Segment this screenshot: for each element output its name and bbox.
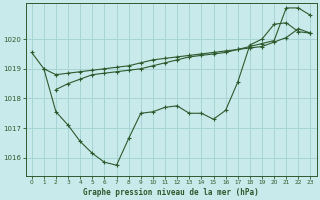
X-axis label: Graphe pression niveau de la mer (hPa): Graphe pression niveau de la mer (hPa)	[83, 188, 259, 197]
